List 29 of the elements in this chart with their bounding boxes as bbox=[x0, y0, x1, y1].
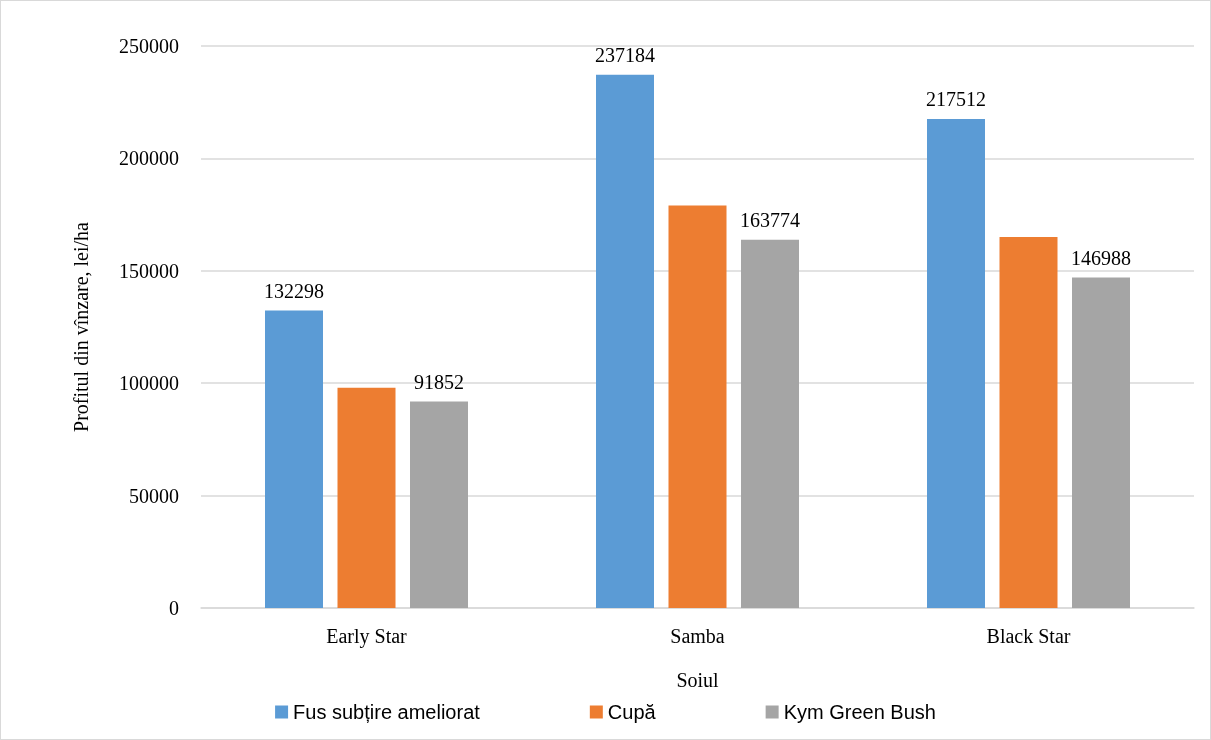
bar bbox=[741, 239, 799, 608]
y-tick-label: 150000 bbox=[119, 259, 179, 282]
y-axis-title: Profitul din vînzare, lei/ha bbox=[70, 221, 92, 432]
bar bbox=[927, 119, 985, 608]
x-axis-title: Soiul bbox=[676, 669, 720, 691]
bar bbox=[596, 74, 654, 608]
x-tick-label: Samba bbox=[670, 625, 725, 647]
y-tick-label: 0 bbox=[169, 597, 179, 619]
bar bbox=[999, 237, 1058, 608]
x-tick-label: Black Star bbox=[986, 625, 1071, 647]
legend-label: Cupă bbox=[607, 701, 657, 723]
y-tick-label: 250000 bbox=[119, 35, 179, 57]
bar bbox=[410, 401, 468, 608]
legend-label: Kym Green Bush bbox=[783, 701, 936, 723]
bar bbox=[1072, 277, 1130, 608]
bar bbox=[265, 310, 323, 608]
y-tick-label: 200000 bbox=[119, 147, 179, 170]
y-tick-label: 100000 bbox=[119, 372, 179, 395]
data-label: 146988 bbox=[1071, 246, 1131, 269]
bar bbox=[668, 205, 727, 608]
data-label: 217512 bbox=[926, 88, 986, 111]
data-label: 91852 bbox=[414, 370, 464, 393]
bar bbox=[337, 387, 396, 608]
data-label: 132298 bbox=[264, 279, 324, 302]
data-label: 163774 bbox=[740, 208, 800, 231]
data-label: 237184 bbox=[595, 43, 655, 66]
y-tick-label: 50000 bbox=[129, 484, 179, 507]
legend-label: Fus subțire ameliorat bbox=[293, 701, 481, 723]
x-tick-label: Early Star bbox=[326, 625, 408, 648]
